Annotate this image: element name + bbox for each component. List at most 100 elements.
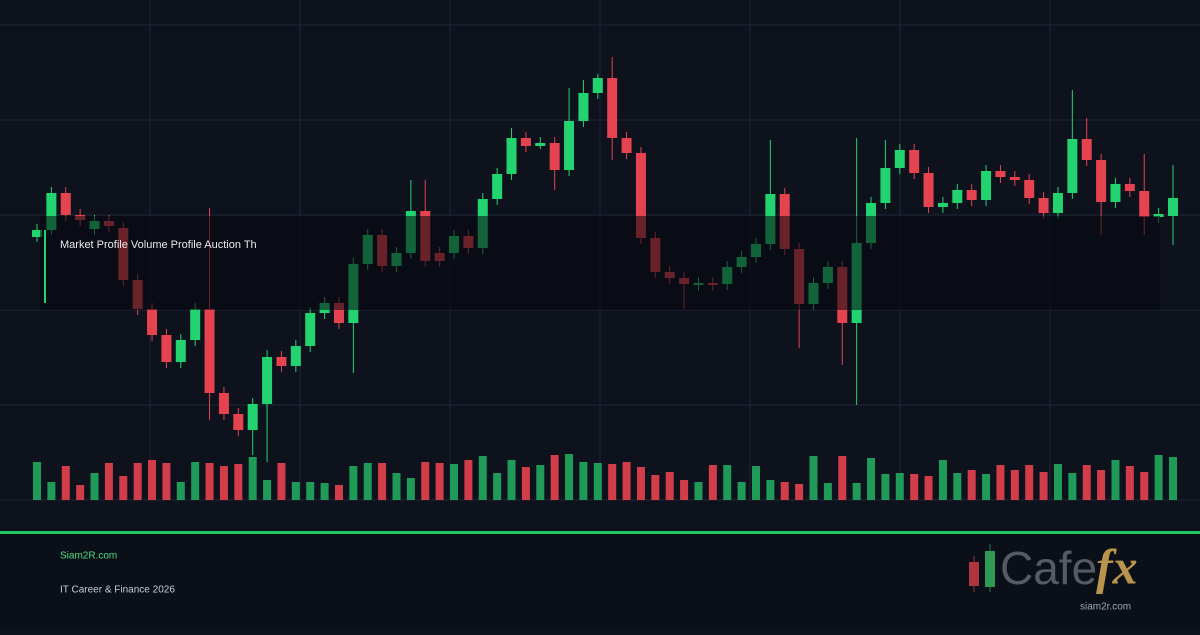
overlay-text: Market Profile Volume Profile Auction Th (60, 239, 257, 251)
volume-bar (1025, 465, 1034, 500)
volume-bar (622, 462, 631, 500)
volume-bar (579, 462, 588, 500)
volume-bar (1068, 473, 1077, 500)
volume-bar (823, 483, 832, 500)
site-name: Siam2R.com (60, 551, 117, 562)
logo: Cafe fx siam2r.com (969, 538, 1138, 613)
candle-body (621, 138, 632, 153)
volume-bar (910, 474, 919, 500)
candle-body (564, 121, 575, 170)
candle-body (276, 357, 287, 366)
candle-body (305, 313, 316, 346)
candle-body (1096, 160, 1107, 202)
volume-bar (306, 482, 315, 500)
volume-bar (205, 463, 214, 500)
volume-bar (924, 476, 933, 500)
volume-bar (795, 484, 804, 500)
volume-bar (61, 466, 70, 500)
volume-bar (219, 466, 228, 500)
candle-body (147, 309, 158, 335)
candle-body (1153, 214, 1164, 217)
volume-bar (464, 460, 473, 500)
volume-bar (1010, 470, 1019, 500)
logo-url: siam2r.com (1080, 602, 1131, 613)
volume-bar (982, 474, 991, 500)
volume-bar (565, 454, 574, 500)
volume-bar (1111, 460, 1120, 500)
volume-bar (593, 463, 602, 500)
volume-bar (119, 476, 128, 500)
volume-bar (1039, 472, 1048, 500)
volume-bar (636, 467, 645, 500)
volume-bar (291, 482, 300, 500)
volume-bar (723, 465, 732, 500)
volume-bar (938, 460, 947, 500)
logo-word: Cafe (1000, 542, 1097, 594)
volume-bar (694, 482, 703, 500)
logo-accent: fx (1096, 538, 1138, 594)
candle-body (937, 203, 948, 207)
candle-body (549, 143, 560, 170)
volume-bar (248, 457, 257, 500)
volume-bar (838, 456, 847, 500)
volume-bar (148, 460, 157, 500)
candle-body (880, 168, 891, 203)
volume-bar (234, 464, 243, 500)
candle-body (1024, 180, 1035, 198)
volume-bar (881, 474, 890, 500)
candle-body (204, 309, 215, 393)
candle-body (981, 171, 992, 200)
volume-bar (751, 466, 760, 500)
volume-bar (953, 473, 962, 500)
volume-bar (737, 482, 746, 500)
volume-bar (133, 463, 142, 500)
candle-body (506, 138, 517, 174)
volume-bar (76, 485, 85, 500)
volume-bar (277, 463, 286, 500)
candle-body (32, 230, 42, 237)
volume-bar (967, 470, 976, 500)
volume-bar (162, 463, 171, 500)
volume-bar (507, 460, 516, 500)
volume-bar (895, 473, 904, 500)
candle-body (923, 173, 934, 207)
volume-bar (191, 462, 200, 500)
candle-body (909, 150, 920, 173)
candle-body (520, 138, 531, 146)
candle-body (333, 303, 344, 323)
volume-bar (550, 455, 559, 500)
candle-body (262, 357, 273, 404)
overlay-band (40, 216, 1160, 310)
volume-bar (867, 458, 876, 500)
volume-bar (176, 482, 185, 500)
volume-bar (708, 465, 717, 500)
volume-bar (33, 462, 41, 500)
candle-body (535, 143, 546, 146)
volume-bar (996, 465, 1005, 500)
volume-bar (809, 456, 818, 500)
candle-body (995, 171, 1006, 177)
candle-body (1067, 139, 1078, 193)
candle-body (966, 190, 977, 200)
candle-body (1009, 177, 1020, 180)
candle-body (1081, 139, 1092, 160)
candle-body (175, 340, 186, 362)
volume-bar (1097, 470, 1106, 500)
candle-body (247, 404, 258, 430)
candle-body (1124, 184, 1135, 191)
candle-body (161, 335, 172, 362)
volume-bar (608, 464, 617, 500)
volume-bars (33, 454, 1177, 500)
volume-bar (378, 463, 387, 500)
volume-bar (450, 464, 459, 500)
volume-bar (780, 482, 789, 500)
volume-bar (90, 473, 99, 500)
volume-bar (665, 472, 674, 500)
candle-body (1168, 198, 1178, 216)
volume-bar (104, 463, 113, 500)
footer (0, 534, 1200, 630)
candle-body (218, 393, 229, 414)
candle-body (635, 153, 646, 238)
tagline: IT Career & Finance 2026 (60, 585, 175, 596)
